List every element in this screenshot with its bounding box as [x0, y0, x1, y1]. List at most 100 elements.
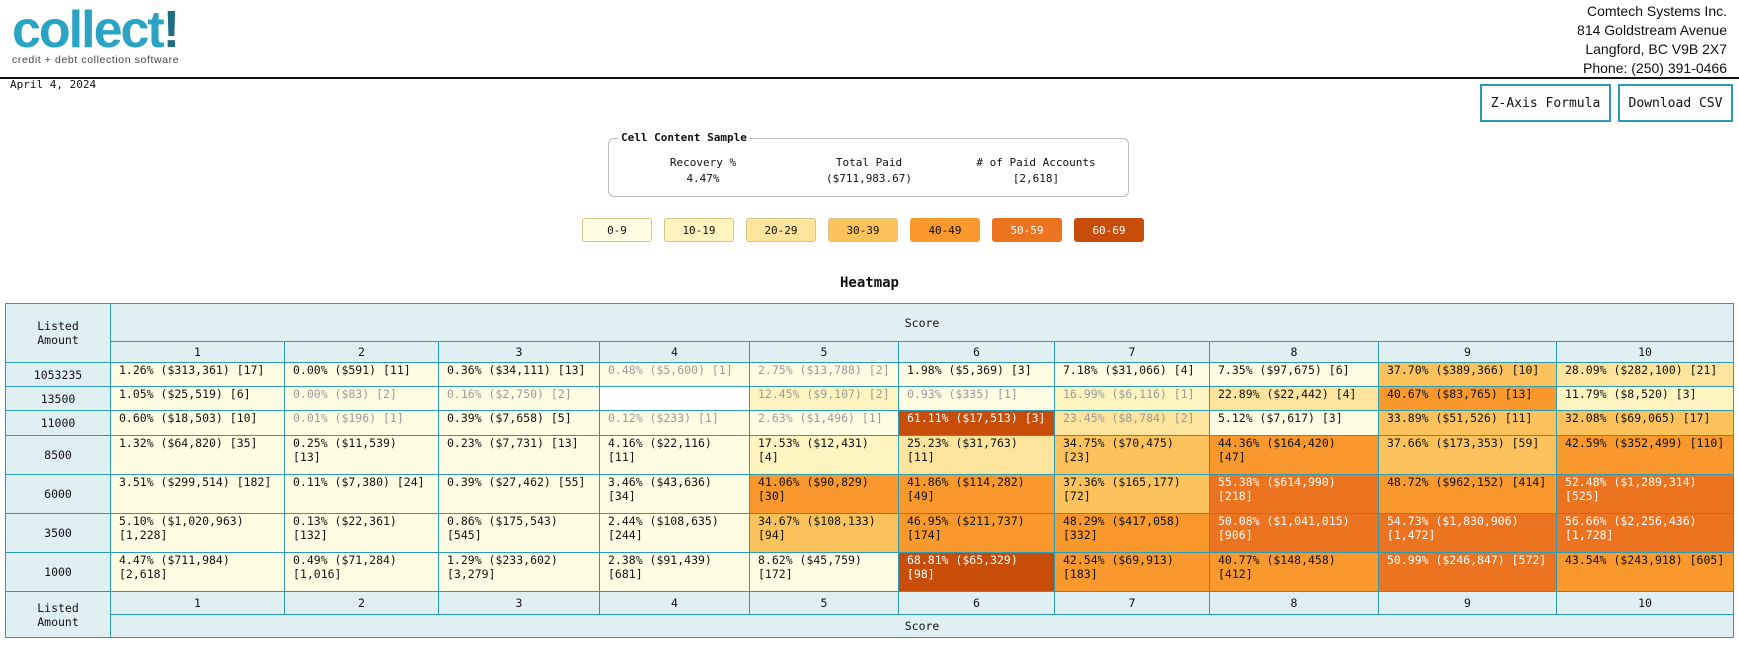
- heatmap-cell[interactable]: 68.81% ($65,329) [98]: [898, 552, 1055, 592]
- heatmap-cell[interactable]: 56.66% ($2,256,436) [1,728]: [1555, 513, 1735, 553]
- score-column-footer: 3: [438, 591, 600, 615]
- legend-chip: 10-19: [664, 218, 734, 242]
- heatmap-cell[interactable]: 4.47% ($711,984) [2,618]: [110, 552, 285, 592]
- heatmap-cell[interactable]: 0.49% ($71,284) [1,016]: [284, 552, 439, 592]
- score-column-footer: 5: [749, 591, 899, 615]
- heatmap-cell[interactable]: 2.38% ($91,439) [681]: [599, 552, 750, 592]
- heatmap-cell[interactable]: 42.59% ($352,499) [110]: [1555, 435, 1735, 475]
- heatmap-cell[interactable]: 4.16% ($22,116) [11]: [599, 435, 750, 475]
- heatmap-title: Heatmap: [839, 275, 899, 291]
- heatmap-cell[interactable]: 12.45% ($9,107) [2]: [749, 386, 899, 411]
- heatmap-cell[interactable]: 0.36% ($34,111) [13]: [438, 362, 600, 387]
- heatmap-cell[interactable]: 0.60% ($18,503) [10]: [110, 410, 285, 436]
- heatmap-cell[interactable]: 2.44% ($108,635) [244]: [599, 513, 750, 553]
- heatmap-cell[interactable]: 40.67% ($83,765) [13]: [1378, 386, 1557, 411]
- listed-amount-row-header: 6000: [5, 474, 111, 514]
- score-column-footer: 8: [1209, 591, 1379, 615]
- heatmap-cell[interactable]: 25.23% ($31,763) [11]: [898, 435, 1055, 475]
- heatmap-cell[interactable]: 0.39% ($27,462) [55]: [438, 474, 600, 514]
- heatmap-cell[interactable]: 0.93% ($335) [1]: [898, 386, 1055, 411]
- heatmap-cell[interactable]: 1.29% ($233,602) [3,279]: [438, 552, 600, 592]
- sample-paid-accounts-label: # of Paid Accounts: [976, 156, 1096, 169]
- download-csv-button[interactable]: Download CSV: [1618, 84, 1733, 122]
- heatmap-cell[interactable]: 55.38% ($614,990) [218]: [1209, 474, 1379, 514]
- score-column-header: 8: [1209, 341, 1379, 363]
- score-column-header: 5: [749, 341, 899, 363]
- heatmap-cell[interactable]: 41.86% ($114,282) [49]: [898, 474, 1055, 514]
- heatmap-cell[interactable]: 0.11% ($7,380) [24]: [284, 474, 439, 514]
- heatmap-row: 3500 5.10% ($1,020,963) [1,228] 0.13% ($22…: [5, 513, 1735, 553]
- report-date: April 4, 2024: [10, 78, 97, 91]
- color-legend: 0-9 10-19 20-29 30-39 40-49 50-59 60-69: [0, 218, 1739, 244]
- heatmap-cell[interactable]: 0.25% ($11,539) [13]: [284, 435, 439, 475]
- heatmap-cell[interactable]: 46.95% ($211,737) [174]: [898, 513, 1055, 553]
- heatmap-cell[interactable]: 0.00% ($83) [2]: [284, 386, 439, 411]
- heatmap-cell[interactable]: 28.09% ($282,100) [21]: [1555, 362, 1735, 387]
- heatmap-cell[interactable]: 1.32% ($64,820) [35]: [110, 435, 285, 475]
- heatmap-cell[interactable]: 0.23% ($7,731) [13]: [438, 435, 600, 475]
- heatmap-cell[interactable]: 34.75% ($70,475) [23]: [1054, 435, 1210, 475]
- legend-chip: 30-39: [828, 218, 898, 242]
- heatmap-cell[interactable]: 50.99% ($246,847) [572]: [1378, 552, 1557, 592]
- heatmap-cell[interactable]: 5.10% ($1,020,963) [1,228]: [110, 513, 285, 553]
- heatmap-cell[interactable]: 0.48% ($5,600) [1]: [599, 362, 750, 387]
- heatmap-cell[interactable]: 0.12% ($233) [1]: [599, 410, 750, 436]
- heatmap-cell[interactable]: 34.67% ($108,133) [94]: [749, 513, 899, 553]
- heatmap-cell[interactable]: 37.70% ($389,366) [10]: [1378, 362, 1557, 387]
- heatmap-cell[interactable]: 3.46% ($43,636) [34]: [599, 474, 750, 514]
- heatmap-cell[interactable]: 0.00% ($591) [11]: [284, 362, 439, 387]
- heatmap-cell[interactable]: 32.08% ($69,065) [17]: [1555, 410, 1735, 436]
- score-column-footer: 2: [284, 591, 439, 615]
- heatmap-row: 6000 3.51% ($299,514) [182] 0.11% ($7,380)…: [5, 474, 1735, 514]
- sample-total-paid-value: ($711,983.67): [825, 172, 913, 185]
- heatmap-cell[interactable]: 2.63% ($1,496) [1]: [749, 410, 899, 436]
- heatmap-cell[interactable]: 52.48% ($1,289,314) [525]: [1555, 474, 1735, 514]
- score-column-header: 1: [110, 341, 285, 363]
- heatmap-cell[interactable]: 50.08% ($1,041,015) [906]: [1209, 513, 1379, 553]
- heatmap-cell[interactable]: 1.05% ($25,519) [6]: [110, 386, 285, 411]
- heatmap-cell[interactable]: 40.77% ($148,458) [412]: [1209, 552, 1379, 592]
- heatmap-cell[interactable]: 2.75% ($13,788) [2]: [749, 362, 899, 387]
- heatmap-cell[interactable]: 43.54% ($243,918) [605]: [1555, 552, 1735, 592]
- heatmap-cell[interactable]: 0.16% ($2,750) [2]: [438, 386, 600, 411]
- score-column-footer: 10: [1555, 591, 1735, 615]
- heatmap-cell[interactable]: 37.66% ($173,353) [59]: [1378, 435, 1557, 475]
- heatmap-cell[interactable]: 54.73% ($1,830,906) [1,472]: [1378, 513, 1557, 553]
- heatmap-cell[interactable]: 8.62% ($45,759) [172]: [749, 552, 899, 592]
- heatmap-cell[interactable]: 44.36% ($164,420) [47]: [1209, 435, 1379, 475]
- heatmap-cell[interactable]: 41.06% ($90,829) [30]: [749, 474, 899, 514]
- heatmap-cell[interactable]: 0.13% ($22,361) [132]: [284, 513, 439, 553]
- heatmap-cell[interactable]: 7.35% ($97,675) [6]: [1209, 362, 1379, 387]
- heatmap-cell[interactable]: 7.18% ($31,066) [4]: [1054, 362, 1210, 387]
- listed-amount-row-header: 1053235: [5, 362, 111, 387]
- heatmap-cell[interactable]: 0.86% ($175,543) [545]: [438, 513, 600, 553]
- score-column-footer: 6: [898, 591, 1055, 615]
- heatmap-cell[interactable]: 3.51% ($299,514) [182]: [110, 474, 285, 514]
- heatmap-cell[interactable]: 42.54% ($69,913) [183]: [1054, 552, 1210, 592]
- heatmap-cell[interactable]: 0.39% ($7,658) [5]: [438, 410, 600, 436]
- score-column-header: 9: [1378, 341, 1557, 363]
- heatmap-cell[interactable]: 48.72% ($962,152) [414]: [1378, 474, 1557, 514]
- heatmap-cell[interactable]: 16.99% ($6,116) [1]: [1054, 386, 1210, 411]
- z-axis-formula-button[interactable]: Z-Axis Formula: [1480, 84, 1611, 122]
- score-column-footer: 4: [599, 591, 750, 615]
- cell-content-sample: Cell Content Sample Recovery % 4.47% Tot…: [608, 131, 1129, 197]
- heatmap-cell[interactable]: 22.89% ($22,442) [4]: [1209, 386, 1379, 411]
- sample-total-paid: Total Paid ($711,983.67): [794, 155, 944, 187]
- heatmap-cell[interactable]: [599, 386, 750, 411]
- sample-paid-accounts: # of Paid Accounts [2,618]: [961, 155, 1111, 187]
- heatmap-cell[interactable]: 61.11% ($17,513) [3]: [898, 410, 1055, 436]
- legend-chip: 50-59: [992, 218, 1062, 242]
- heatmap-cell[interactable]: 37.36% ($165,177) [72]: [1054, 474, 1210, 514]
- heatmap-cell[interactable]: 5.12% ($7,617) [3]: [1209, 410, 1379, 436]
- heatmap-cell[interactable]: 33.89% ($51,526) [11]: [1378, 410, 1557, 436]
- heatmap-cell[interactable]: 48.29% ($417,058) [332]: [1054, 513, 1210, 553]
- heatmap-cell[interactable]: 0.01% ($196) [1]: [284, 410, 439, 436]
- heatmap-cell[interactable]: 17.53% ($12,431) [4]: [749, 435, 899, 475]
- heatmap-cell[interactable]: 1.98% ($5,369) [3]: [898, 362, 1055, 387]
- sample-paid-accounts-value: [2,618]: [1012, 172, 1060, 185]
- heatmap-cell[interactable]: 11.79% ($8,520) [3]: [1555, 386, 1735, 411]
- heatmap-cell[interactable]: 23.45% ($8,784) [2]: [1054, 410, 1210, 436]
- heatmap-cell[interactable]: 1.26% ($313,361) [17]: [110, 362, 285, 387]
- listed-amount-row-header: 11000: [5, 410, 111, 436]
